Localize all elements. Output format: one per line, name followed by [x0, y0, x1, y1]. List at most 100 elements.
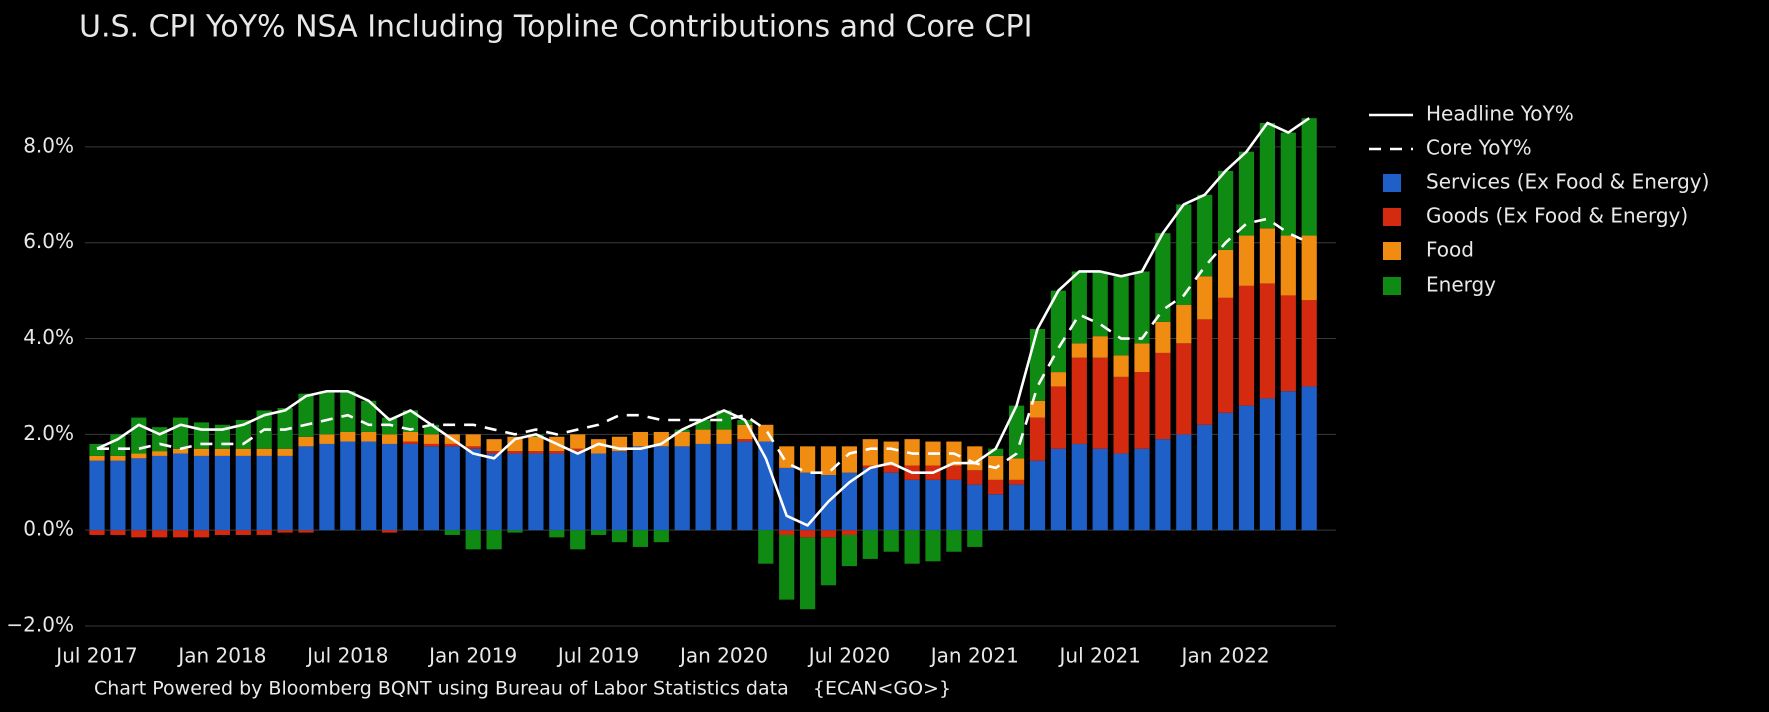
bar-segment — [632, 431, 648, 447]
bar-segment — [653, 446, 669, 531]
bar-segment — [89, 455, 105, 461]
bar-segment — [235, 448, 251, 456]
bar-segment — [173, 530, 189, 538]
bar-segment — [1029, 328, 1046, 401]
bar-segment — [361, 441, 377, 531]
bar-segment — [152, 530, 168, 538]
bar-segment — [1238, 151, 1255, 236]
bar-segment — [737, 441, 753, 531]
bar-segment — [1029, 400, 1046, 418]
bar-segment — [862, 439, 878, 466]
bar-segment — [214, 455, 230, 531]
bar-segment — [1259, 122, 1275, 229]
bar-segment — [800, 446, 816, 473]
bar-segment — [507, 451, 523, 454]
line-series — [97, 217, 1310, 474]
legend-swatch — [1383, 208, 1401, 226]
bar-segment — [89, 460, 105, 531]
bar-segment — [1176, 343, 1192, 435]
bar-segment — [1218, 297, 1234, 413]
bar-segment — [1197, 319, 1213, 425]
bar-segment — [1009, 405, 1025, 459]
bar-segment — [152, 451, 168, 456]
bar-segment — [89, 530, 105, 535]
bar-segment — [1113, 276, 1129, 356]
x-tick-label: Jul 2020 — [807, 644, 890, 668]
bar-segment — [486, 439, 502, 452]
bar-segment — [988, 494, 1004, 531]
x-tick-label: Jan 2020 — [678, 644, 768, 668]
bar-segment — [173, 417, 189, 449]
bar-segment — [925, 530, 941, 562]
bar-segment — [1009, 458, 1025, 480]
bar-segment — [862, 467, 878, 531]
bar-segment — [1176, 305, 1192, 344]
x-tick-label: Jul 2021 — [1058, 644, 1141, 668]
y-tick-label: 8.0% — [23, 133, 74, 157]
bar-segment — [570, 530, 586, 550]
bar-segment — [1280, 235, 1296, 296]
bar-segment — [361, 431, 377, 442]
x-tick-label: Jul 2018 — [305, 644, 388, 668]
bar-segment — [925, 479, 941, 531]
bar-segment — [319, 391, 335, 435]
line-series — [96, 117, 1310, 527]
bar-segment — [1301, 235, 1317, 301]
bar-segment — [340, 441, 356, 531]
y-tick-label: 4.0% — [23, 325, 74, 349]
bar-segment — [695, 443, 711, 531]
bar-segment — [256, 530, 272, 535]
y-tick-label: −2.0% — [6, 613, 74, 637]
bar-segment — [591, 453, 607, 531]
bar-segment — [1092, 271, 1108, 337]
bar-segment — [507, 453, 523, 531]
bar-segment — [1218, 249, 1234, 298]
bar-segment — [653, 530, 669, 543]
x-tick-label: Jul 2017 — [54, 644, 137, 668]
bar-segment — [1134, 343, 1150, 373]
bar-segment — [277, 455, 293, 531]
bar-segment — [528, 436, 544, 452]
bar-segment — [173, 453, 189, 531]
bar-segment — [235, 455, 251, 531]
bar-segment — [1071, 343, 1087, 358]
bar-segment — [716, 410, 732, 430]
bar-segment — [423, 434, 439, 444]
bar-segment — [946, 530, 962, 552]
bar-segment — [967, 470, 983, 485]
bar-segment — [820, 446, 837, 476]
bar-segment — [319, 443, 335, 531]
bar-segment — [841, 534, 857, 567]
bar-segment — [1155, 233, 1171, 322]
bar-segment — [591, 530, 607, 535]
bar-segment — [277, 448, 293, 456]
bar-segment — [611, 451, 628, 531]
legend-label: Services (Ex Food & Energy) — [1426, 170, 1709, 194]
bar-segment — [883, 465, 899, 473]
bar-segment — [110, 460, 126, 531]
bar-segment — [1071, 443, 1087, 531]
bar-segment — [883, 472, 899, 531]
bar-segment — [549, 530, 565, 538]
bar-segment — [1238, 405, 1255, 531]
bar-segment — [800, 472, 816, 531]
x-tick-label: Jan 2021 — [929, 644, 1019, 668]
bar-segment — [1238, 235, 1255, 286]
legend-swatch — [1383, 242, 1401, 260]
bar-segment — [1113, 376, 1129, 454]
bar-segment — [298, 446, 314, 531]
bar-segment — [444, 530, 460, 535]
bar-segment — [883, 530, 899, 552]
bar-segment — [674, 431, 690, 447]
bar-segment — [423, 443, 439, 447]
bar-segment — [486, 451, 502, 454]
bar-segment — [423, 424, 439, 435]
y-tick-label: 6.0% — [23, 229, 74, 253]
bar-segment — [319, 434, 335, 444]
bar-segment — [1280, 391, 1296, 531]
bar-segment — [1134, 271, 1150, 344]
bar-segment — [277, 530, 293, 533]
bar-segment — [1050, 448, 1066, 531]
bar-segment — [465, 530, 481, 550]
